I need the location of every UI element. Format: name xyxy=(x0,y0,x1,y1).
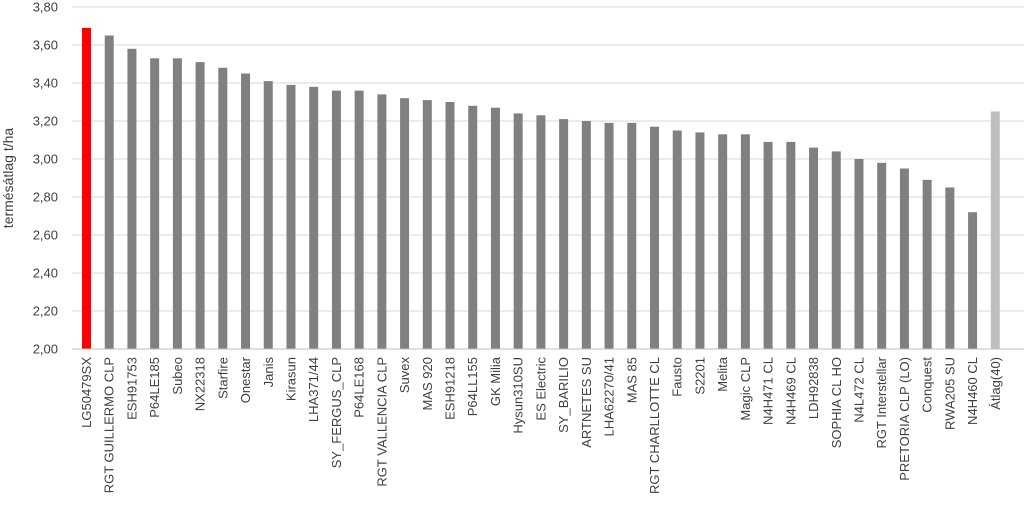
category-label-5: NX22318 xyxy=(193,357,208,411)
bar-20 xyxy=(536,115,546,349)
bar-38 xyxy=(945,187,955,349)
bar-8 xyxy=(263,81,273,349)
category-label-18: GK Milia xyxy=(488,356,503,406)
y-axis-tick-labels: 2,00 2,20 2,40 2,60 2,80 3,00 3,20 3,40 3,60 3,80 xyxy=(33,0,58,357)
category-label-2: ESH91753 xyxy=(124,357,139,420)
bar-2 xyxy=(127,48,137,350)
category-label-28: Melita xyxy=(715,356,730,391)
category-label-13: RGT VALLENCIA CLP xyxy=(374,357,389,487)
category-label-6: Starfire xyxy=(215,357,230,399)
category-label-23: LHA62270/41 xyxy=(602,357,617,437)
bar-27 xyxy=(695,132,705,349)
y-tick-label: 2,40 xyxy=(33,266,58,281)
category-label-3: P64LE185 xyxy=(147,357,162,418)
y-tick-label: 3,20 xyxy=(33,114,58,129)
category-label-31: N4H469 CL xyxy=(783,357,798,425)
bar-29 xyxy=(740,134,750,349)
bar-25 xyxy=(650,126,659,349)
bar-24 xyxy=(627,122,637,350)
bar-31 xyxy=(786,141,796,349)
category-label-26: Fausto xyxy=(670,357,685,397)
bar-28 xyxy=(718,134,728,349)
category-label-14: Suvex xyxy=(397,357,412,394)
bar-4 xyxy=(172,58,182,350)
bar-7 xyxy=(241,73,251,349)
category-label-24: MAS 85 xyxy=(624,357,639,403)
x-axis-category-labels: LG50479SX RGT GUILLERMO CLP ESH91753 P64LE1… xyxy=(79,356,1003,494)
category-label-22: ARTNETES SU xyxy=(579,357,594,448)
bar-0 xyxy=(82,27,91,350)
bar-6 xyxy=(218,67,228,350)
category-label-21: SY_BARILIO xyxy=(556,357,571,433)
bar-16 xyxy=(445,102,455,349)
category-label-16: ESH91218 xyxy=(443,357,458,420)
category-label-36: PRETORIA CLP (LO) xyxy=(897,357,912,481)
y-tick-label: 2,20 xyxy=(33,304,58,319)
bars xyxy=(82,27,1000,350)
category-label-34: N4L472 CL xyxy=(851,357,866,423)
category-label-38: RWA205 SU xyxy=(942,357,957,430)
y-tick-label: 3,00 xyxy=(33,152,58,167)
category-label-40: Átlag(40) xyxy=(988,357,1003,410)
bar-30 xyxy=(763,141,773,349)
bar-33 xyxy=(831,151,841,349)
bar-17 xyxy=(468,105,478,349)
category-label-20: ES Electric xyxy=(533,357,548,421)
bar-19 xyxy=(513,113,523,350)
category-label-15: MAS 920 xyxy=(420,357,435,410)
category-label-37: Conquest xyxy=(920,357,935,413)
bar-12 xyxy=(354,90,364,349)
category-label-25: RGT CHARLLOTTE CL xyxy=(647,357,662,494)
category-label-0: LG50479SX xyxy=(79,357,94,428)
bar-35 xyxy=(877,162,887,349)
bar-39 xyxy=(968,212,978,349)
y-tick-label: 2,60 xyxy=(33,228,58,243)
y-tick-label: 2,00 xyxy=(33,342,58,357)
category-label-30: N4H471 CL xyxy=(761,357,776,425)
bar-21 xyxy=(559,119,569,349)
y-tick-label: 3,80 xyxy=(33,0,58,15)
bar-40 xyxy=(990,111,1000,349)
y-tick-label: 3,60 xyxy=(33,38,58,53)
bar-37 xyxy=(922,179,932,349)
category-label-1: RGT GUILLERMO CLP xyxy=(102,357,117,493)
gridlines xyxy=(72,6,1024,312)
bar-14 xyxy=(400,98,410,349)
bar-18 xyxy=(490,107,500,349)
category-label-27: S2201 xyxy=(692,357,707,395)
bar-13 xyxy=(377,94,387,350)
y-axis-title: termésátlag t/ha xyxy=(0,128,16,229)
bar-3 xyxy=(150,58,160,350)
category-label-7: Onestar xyxy=(238,356,253,403)
category-label-19: Hysun310SU xyxy=(511,357,526,434)
category-label-35: RGT Interstellar xyxy=(874,356,889,448)
y-tick-label: 3,40 xyxy=(33,76,58,91)
category-label-39: N4H460 CL xyxy=(965,357,980,425)
bar-22 xyxy=(581,121,591,349)
category-label-32: LDH92838 xyxy=(806,357,821,419)
bar-34 xyxy=(854,159,864,349)
category-label-9: Kirasun xyxy=(283,357,298,401)
category-label-11: SY_FERGUS_CLP xyxy=(329,357,344,468)
bar-10 xyxy=(309,86,319,350)
y-tick-label: 2,80 xyxy=(33,190,58,205)
bar-26 xyxy=(672,130,682,349)
category-label-29: Magic CLP xyxy=(738,357,753,421)
bar-36 xyxy=(899,168,909,349)
bar-23 xyxy=(604,122,614,350)
category-label-12: P64LE168 xyxy=(352,357,367,418)
bar-32 xyxy=(809,147,819,349)
category-label-17: P64LL155 xyxy=(465,357,480,416)
bar-11 xyxy=(331,90,341,349)
bar-5 xyxy=(195,62,205,349)
category-label-33: SOPHIA CL HO xyxy=(829,357,844,448)
bar-9 xyxy=(286,84,296,350)
category-label-10: LHA371/44 xyxy=(306,357,321,422)
bar-15 xyxy=(422,100,432,349)
bar-1 xyxy=(104,35,114,349)
category-label-8: Janis xyxy=(261,357,276,388)
category-label-4: Subeo xyxy=(170,357,185,395)
